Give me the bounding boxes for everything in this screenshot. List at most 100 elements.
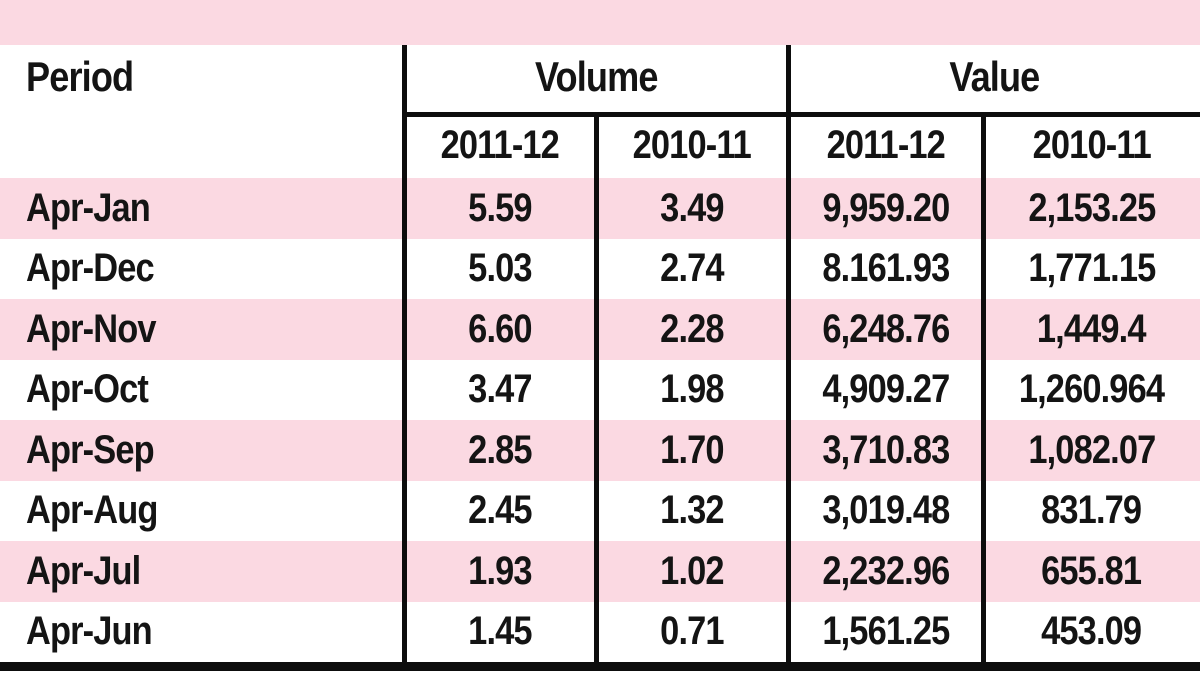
vol_2010_11-value: 1.98 bbox=[660, 367, 724, 412]
value-2010-11-cell: 1,449.4 bbox=[983, 307, 1200, 352]
value-2011-12-cell: 3,019.48 bbox=[788, 488, 983, 533]
divider-volume-value bbox=[786, 45, 791, 662]
volume-2010-11-cell: 3.49 bbox=[596, 186, 788, 231]
value-2011-12-cell: 1,561.25 bbox=[788, 609, 983, 654]
value-2010-11-cell: 1,082.07 bbox=[983, 428, 1200, 473]
volume-2011-12-cell: 3.47 bbox=[404, 367, 596, 412]
subheader-label: 2011-12 bbox=[826, 123, 945, 167]
volume-2011-12-cell: 2.45 bbox=[404, 488, 596, 533]
table-row: Apr-Oct 3.47 1.98 4,909.27 1,260.964 bbox=[0, 360, 1200, 421]
period-cell: Apr-Sep bbox=[0, 428, 404, 473]
vol_2010_11-value: 1.32 bbox=[660, 488, 724, 533]
vol_2010_11-value: 2.74 bbox=[660, 246, 724, 291]
period-cell: Apr-Jan bbox=[0, 186, 404, 231]
value-2010-11-cell: 831.79 bbox=[983, 488, 1200, 533]
volume-2011-12-cell: 1.45 bbox=[404, 609, 596, 654]
val_2011_12-value: 3,019.48 bbox=[821, 488, 950, 533]
vol_2010_11-value: 2.28 bbox=[660, 306, 724, 351]
subheader-label: 2010-11 bbox=[632, 123, 752, 167]
value-2010-11-cell: 1,260.964 bbox=[983, 367, 1200, 412]
subheader-label: 2011-12 bbox=[440, 123, 560, 167]
vol_2011_12-value: 3.47 bbox=[468, 367, 532, 412]
header-underline bbox=[402, 112, 1200, 117]
vol_2011_12-value: 5.59 bbox=[468, 185, 532, 230]
column-header-volume-label: Volume bbox=[534, 53, 658, 100]
subheader-label: 2010-11 bbox=[1032, 123, 1151, 167]
vol_2010_11-value: 0.71 bbox=[660, 609, 724, 654]
val_2010_11-value: 453.09 bbox=[1041, 609, 1142, 654]
volume-2011-12-cell: 5.59 bbox=[404, 186, 596, 231]
val_2010_11-value: 831.79 bbox=[1041, 488, 1142, 533]
subheader-value-2011-12: 2011-12 bbox=[788, 117, 983, 178]
value-2010-11-cell: 655.81 bbox=[983, 549, 1200, 594]
period-value: Apr-Jul bbox=[26, 548, 141, 593]
table-bottom-rule bbox=[0, 662, 1200, 671]
period-value: Apr-Jun bbox=[26, 609, 153, 654]
vol_2011_12-value: 2.45 bbox=[468, 488, 532, 533]
volume-2010-11-cell: 1.98 bbox=[596, 367, 788, 412]
table-row: Apr-Jan 5.59 3.49 9,959.20 2,153.25 bbox=[0, 178, 1200, 239]
table-row: Apr-Nov 6.60 2.28 6,248.76 1,449.4 bbox=[0, 299, 1200, 360]
volume-2010-11-cell: 1.02 bbox=[596, 549, 788, 594]
period-cell: Apr-Nov bbox=[0, 307, 404, 352]
period-value: Apr-Aug bbox=[26, 488, 158, 533]
divider-volume-years bbox=[594, 112, 599, 662]
val_2011_12-value: 6,248.76 bbox=[821, 306, 950, 351]
period-cell: Apr-Aug bbox=[0, 488, 404, 533]
column-header-period: Period bbox=[26, 45, 151, 112]
val_2010_11-value: 2,153.25 bbox=[1027, 185, 1156, 230]
period-cell: Apr-Dec bbox=[0, 246, 404, 291]
volume-2010-11-cell: 0.71 bbox=[596, 609, 788, 654]
vol_2011_12-value: 1.93 bbox=[468, 548, 532, 593]
column-header-value: Value bbox=[788, 45, 1200, 112]
table-row: Apr-Sep 2.85 1.70 3,710.83 1,082.07 bbox=[0, 420, 1200, 481]
subheader-value-2010-11: 2010-11 bbox=[983, 117, 1200, 178]
volume-2010-11-cell: 1.32 bbox=[596, 488, 788, 533]
vol_2010_11-value: 3.49 bbox=[660, 185, 724, 230]
volume-2011-12-cell: 1.93 bbox=[404, 549, 596, 594]
divider-period-volume bbox=[402, 45, 407, 662]
val_2011_12-value: 2,232.96 bbox=[821, 548, 950, 593]
volume-2011-12-cell: 6.60 bbox=[404, 307, 596, 352]
column-header-period-label: Period bbox=[26, 53, 134, 100]
val_2011_12-value: 9,959.20 bbox=[821, 185, 950, 230]
volume-2011-12-cell: 2.85 bbox=[404, 428, 596, 473]
val_2010_11-value: 655.81 bbox=[1041, 548, 1142, 593]
value-2011-12-cell: 9,959.20 bbox=[788, 186, 983, 231]
volume-2011-12-cell: 5.03 bbox=[404, 246, 596, 291]
value-2010-11-cell: 453.09 bbox=[983, 609, 1200, 654]
vol_2011_12-value: 2.85 bbox=[468, 427, 532, 472]
vol_2011_12-value: 5.03 bbox=[468, 246, 532, 291]
period-value: Apr-Jan bbox=[26, 185, 151, 230]
val_2011_12-value: 3,710.83 bbox=[821, 427, 950, 472]
top-pink-band bbox=[0, 0, 1200, 45]
value-2010-11-cell: 2,153.25 bbox=[983, 186, 1200, 231]
period-value: Apr-Nov bbox=[26, 306, 157, 351]
table-row: Apr-Jul 1.93 1.02 2,232.96 655.81 bbox=[0, 541, 1200, 602]
vol_2011_12-value: 6.60 bbox=[468, 306, 532, 351]
vol_2010_11-value: 1.02 bbox=[660, 548, 724, 593]
table-row: Apr-Aug 2.45 1.32 3,019.48 831.79 bbox=[0, 481, 1200, 542]
vol_2011_12-value: 1.45 bbox=[468, 609, 532, 654]
period-cell: Apr-Jun bbox=[0, 609, 404, 654]
value-2011-12-cell: 6,248.76 bbox=[788, 307, 983, 352]
column-header-volume: Volume bbox=[404, 45, 788, 112]
value-2010-11-cell: 1,771.15 bbox=[983, 246, 1200, 291]
val_2010_11-value: 1,260.964 bbox=[1018, 367, 1165, 412]
val_2011_12-value: 8.161.93 bbox=[821, 246, 950, 291]
val_2010_11-value: 1,449.4 bbox=[1037, 306, 1147, 351]
volume-2010-11-cell: 2.74 bbox=[596, 246, 788, 291]
value-2011-12-cell: 4,909.27 bbox=[788, 367, 983, 412]
subheader-volume-2010-11: 2010-11 bbox=[596, 117, 788, 178]
period-value: Apr-Oct bbox=[26, 367, 149, 412]
column-header-value-label: Value bbox=[948, 53, 1040, 100]
table-row: Apr-Dec 5.03 2.74 8.161.93 1,771.15 bbox=[0, 239, 1200, 300]
period-cell: Apr-Oct bbox=[0, 367, 404, 412]
val_2010_11-value: 1,082.07 bbox=[1027, 427, 1156, 472]
period-value: Apr-Sep bbox=[26, 427, 155, 472]
period-cell: Apr-Jul bbox=[0, 549, 404, 594]
value-2011-12-cell: 2,232.96 bbox=[788, 549, 983, 594]
volume-2010-11-cell: 2.28 bbox=[596, 307, 788, 352]
val_2011_12-value: 1,561.25 bbox=[821, 609, 950, 654]
